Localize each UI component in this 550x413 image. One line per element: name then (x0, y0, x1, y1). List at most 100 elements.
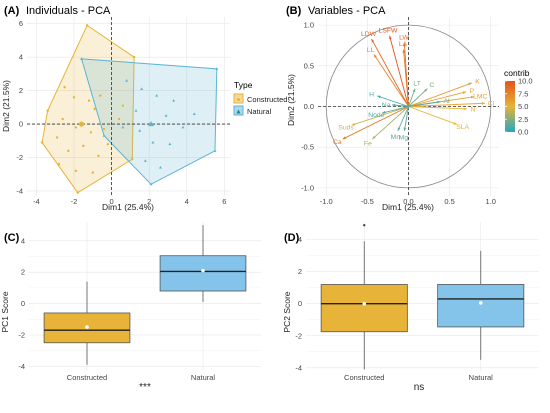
arrowhead-k (468, 82, 472, 86)
y-tick-label: 4 (19, 53, 23, 62)
panel-a-xlabel: Dim1 (25.4%) (102, 202, 154, 212)
x-tick-label: Constructed (344, 373, 384, 382)
panel-b-ylabel: Dim2 (21.5%) (286, 74, 296, 126)
point-constructed (72, 96, 76, 99)
arrowhead-node (382, 110, 386, 114)
panel-a-ylabel: Dim2 (21.5%) (1, 80, 11, 132)
panel-a-title: Individuals - PCA (26, 5, 111, 17)
y-tick-label: 0.0 (304, 102, 314, 111)
panel-c-tag: (C) (4, 232, 20, 244)
arrow-lsfw (389, 35, 409, 107)
y-tick-label: 0 (19, 120, 23, 129)
point-constructed (40, 141, 44, 144)
arrowhead-lw (403, 43, 406, 47)
x-tick-label: -0.5 (361, 197, 374, 206)
point-constructed (132, 55, 136, 59)
point-constructed (74, 126, 78, 129)
point-constructed (55, 136, 59, 139)
y-tick-label: -4 (18, 362, 25, 371)
variable-label-mn: Mn (391, 134, 401, 141)
arrow-suds (351, 106, 409, 126)
arrowhead-lmc (470, 95, 475, 99)
arrowhead-lsfw (389, 35, 392, 40)
variable-label-lw: LW (399, 35, 409, 42)
variable-label-k: K (475, 78, 480, 85)
point-constructed (93, 107, 96, 111)
y-tick-label: -0.5 (301, 143, 314, 152)
point-constructed (87, 99, 91, 102)
panel-a-points (40, 24, 219, 194)
arrowhead-suds (351, 122, 356, 126)
variable-label-ca: Ca (333, 139, 342, 146)
mean-point-constructed (362, 301, 367, 306)
x-tick-label: Natural (469, 373, 494, 382)
x-tick-label: Natural (191, 373, 216, 382)
panel-b-ticks: -1.0 -0.5 0.0 0.5 1.0 -1.0 -0.5 0.0 0.5 1.0 (301, 21, 496, 206)
panel-c-grid (29, 222, 261, 371)
x-tick-label: 0 (109, 197, 113, 206)
hull-natural (80, 58, 218, 185)
panel-d-ylabel: PC2 Score (282, 291, 292, 332)
variable-label-p: P (470, 88, 475, 95)
colorbar-tick-label: 7.5 (518, 89, 528, 98)
box-natural (159, 255, 247, 292)
y-tick-label: 4 (21, 236, 25, 245)
panel-d-significance: ns (414, 382, 425, 393)
legend-glyph-constructed: ● (236, 97, 240, 104)
x-tick-label: 0.5 (444, 197, 454, 206)
point-constructed (63, 86, 66, 89)
arrowhead-mg (403, 127, 407, 131)
y-tick-label: -4 (295, 363, 302, 372)
y-tick-label: 0 (21, 299, 25, 308)
colorbar-tick-label: 10.0 (518, 77, 533, 86)
panel-a-grid (27, 17, 230, 196)
panel-b-title: Variables - PCA (308, 5, 386, 17)
colorbar (505, 81, 515, 132)
panel-a-zero-lines (27, 17, 230, 196)
variable-label-n: N (470, 107, 475, 114)
point-natural (121, 125, 125, 129)
arrowhead-al (437, 100, 441, 104)
point-natural (155, 94, 159, 97)
arrow-sla (408, 106, 458, 125)
variable-label-lt: LT (413, 80, 420, 87)
box-constructed (320, 284, 408, 333)
panel-a-tag: (A) (4, 5, 20, 17)
point-natural (149, 182, 153, 186)
panel-c-ylabel: PC1 Score (0, 291, 10, 332)
point-constructed (97, 154, 100, 158)
y-tick-label: 2 (298, 267, 302, 276)
arrow-mn (397, 106, 409, 132)
x-tick-label: 0.0 (403, 197, 413, 206)
point-constructed (74, 169, 78, 173)
colorbar-ticks: 0.0 2.5 5.0 7.5 10.0 (505, 77, 533, 137)
arrow-cl (408, 102, 486, 107)
y-tick-label: 2 (19, 86, 23, 95)
panel-a-plot-area (27, 17, 230, 196)
arrowhead-ca (342, 136, 347, 140)
arrow-mg (403, 106, 409, 131)
arrow-ldw (371, 38, 409, 107)
variable-label-ldw: LDW (361, 31, 377, 38)
point-constructed (89, 131, 93, 134)
arrowhead-sla (453, 122, 458, 125)
arrow-la (403, 49, 409, 107)
y-tick-label: 1.0 (304, 21, 314, 30)
point-natural (140, 87, 144, 90)
centroid-natural (148, 121, 154, 127)
point-natural (213, 149, 217, 152)
arrowhead-h (377, 95, 381, 99)
variable-label-na: Na (382, 102, 391, 109)
point-natural (143, 159, 147, 162)
arrowhead-ldw (371, 38, 375, 43)
point-natural (215, 67, 219, 70)
point-natural (125, 78, 129, 82)
point-natural (192, 112, 196, 116)
point-natural (80, 57, 84, 60)
point-constructed (106, 142, 110, 146)
variable-label-al: Al (443, 98, 450, 105)
panel-a: (A) Individuals - PCA -4 -2 0 2 4 6 -4 -2 0 2 4 6 D… (1, 5, 287, 212)
mean-point-natural (201, 268, 205, 273)
